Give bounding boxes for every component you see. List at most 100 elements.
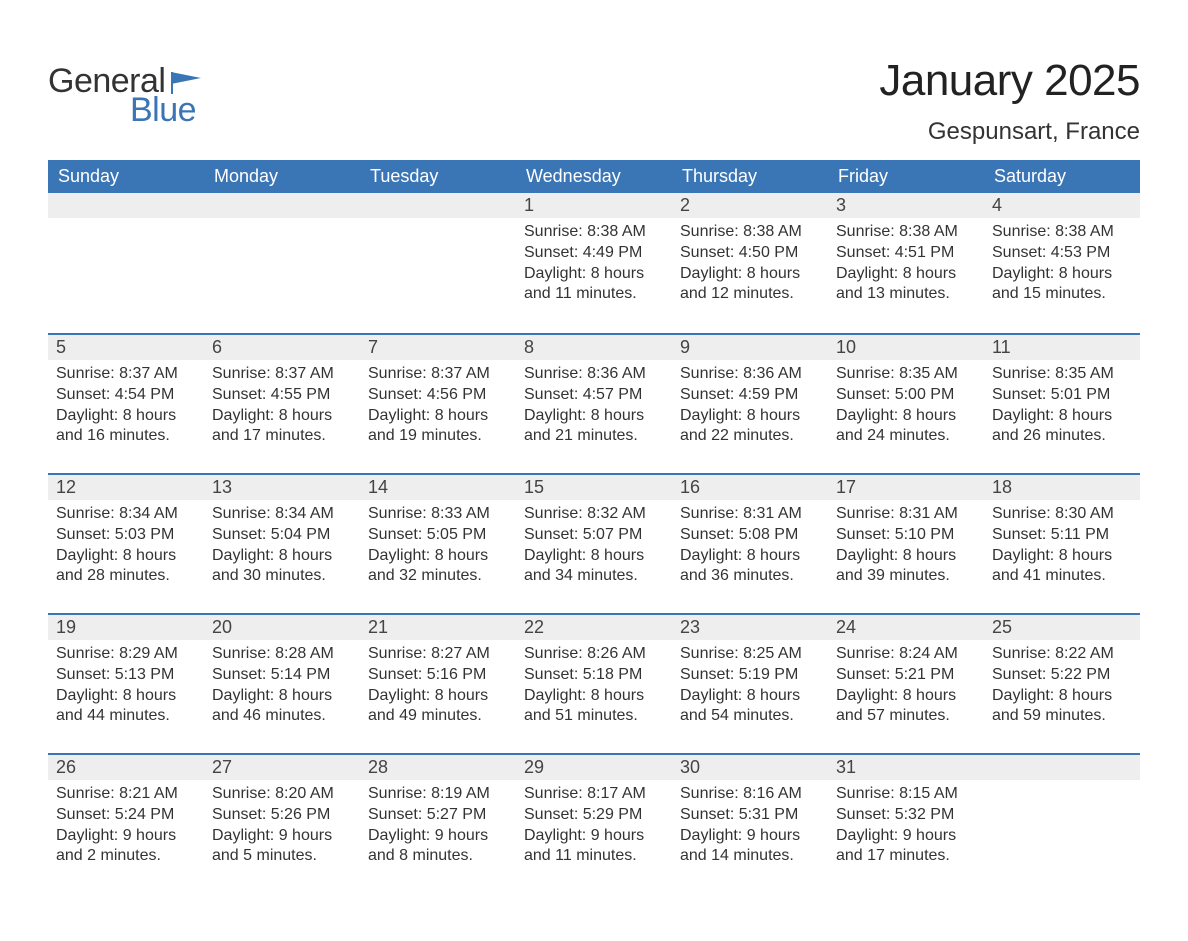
sunset-text: Sunset: 4:50 PM [680,243,820,264]
sunset-text: Sunset: 5:19 PM [680,665,820,686]
day-number: 17 [828,473,984,500]
sunset-text: Sunset: 5:10 PM [836,525,976,546]
sunrise-text: Sunrise: 8:32 AM [524,504,664,525]
daylight-text: Daylight: 8 hours and 39 minutes. [836,546,976,588]
sunrise-text: Sunrise: 8:17 AM [524,784,664,805]
day-header: Monday [204,160,360,193]
sunrise-text: Sunrise: 8:34 AM [56,504,196,525]
calendar-cell: 25Sunrise: 8:22 AMSunset: 5:22 PMDayligh… [984,613,1140,753]
day-number: 15 [516,473,672,500]
logo-word-blue: Blue [130,91,196,130]
calendar-cell: 16Sunrise: 8:31 AMSunset: 5:08 PMDayligh… [672,473,828,613]
calendar-cell: 20Sunrise: 8:28 AMSunset: 5:14 PMDayligh… [204,613,360,753]
day-number: 4 [984,193,1140,218]
flag-icon [171,72,201,94]
sunrise-text: Sunrise: 8:15 AM [836,784,976,805]
day-details: Sunrise: 8:20 AMSunset: 5:26 PMDaylight:… [204,780,360,873]
sunrise-text: Sunrise: 8:30 AM [992,504,1132,525]
daylight-text: Daylight: 8 hours and 46 minutes. [212,686,352,728]
day-number: 29 [516,753,672,780]
sunset-text: Sunset: 4:51 PM [836,243,976,264]
daylight-text: Daylight: 8 hours and 32 minutes. [368,546,508,588]
daylight-text: Daylight: 8 hours and 15 minutes. [992,264,1132,306]
month-title: January 2025 [879,56,1140,106]
sunrise-text: Sunrise: 8:19 AM [368,784,508,805]
day-details: Sunrise: 8:37 AMSunset: 4:55 PMDaylight:… [204,360,360,453]
day-details: Sunrise: 8:36 AMSunset: 4:57 PMDaylight:… [516,360,672,453]
sunrise-text: Sunrise: 8:27 AM [368,644,508,665]
sunrise-text: Sunrise: 8:26 AM [524,644,664,665]
sunset-text: Sunset: 5:29 PM [524,805,664,826]
day-details: Sunrise: 8:26 AMSunset: 5:18 PMDaylight:… [516,640,672,733]
calendar-cell: 18Sunrise: 8:30 AMSunset: 5:11 PMDayligh… [984,473,1140,613]
daylight-text: Daylight: 8 hours and 28 minutes. [56,546,196,588]
daylight-text: Daylight: 9 hours and 14 minutes. [680,826,820,868]
sunrise-text: Sunrise: 8:37 AM [56,364,196,385]
day-details: Sunrise: 8:28 AMSunset: 5:14 PMDaylight:… [204,640,360,733]
day-header: Saturday [984,160,1140,193]
sunrise-text: Sunrise: 8:36 AM [680,364,820,385]
day-details: Sunrise: 8:27 AMSunset: 5:16 PMDaylight:… [360,640,516,733]
sunrise-text: Sunrise: 8:35 AM [836,364,976,385]
daylight-text: Daylight: 8 hours and 49 minutes. [368,686,508,728]
sunrise-text: Sunrise: 8:24 AM [836,644,976,665]
calendar-cell [360,193,516,333]
sunrise-text: Sunrise: 8:35 AM [992,364,1132,385]
calendar-cell: 29Sunrise: 8:17 AMSunset: 5:29 PMDayligh… [516,753,672,893]
calendar-cell: 21Sunrise: 8:27 AMSunset: 5:16 PMDayligh… [360,613,516,753]
title-block: January 2025 Gespunsart, France [879,56,1140,146]
calendar-cell: 8Sunrise: 8:36 AMSunset: 4:57 PMDaylight… [516,333,672,473]
sunset-text: Sunset: 5:31 PM [680,805,820,826]
daylight-text: Daylight: 8 hours and 30 minutes. [212,546,352,588]
calendar-cell [204,193,360,333]
calendar-cell: 1Sunrise: 8:38 AMSunset: 4:49 PMDaylight… [516,193,672,333]
sunset-text: Sunset: 5:21 PM [836,665,976,686]
day-details: Sunrise: 8:24 AMSunset: 5:21 PMDaylight:… [828,640,984,733]
calendar-body: 1Sunrise: 8:38 AMSunset: 4:49 PMDaylight… [48,193,1140,893]
sunrise-text: Sunrise: 8:21 AM [56,784,196,805]
day-number: 10 [828,333,984,360]
daylight-text: Daylight: 8 hours and 26 minutes. [992,406,1132,448]
day-details: Sunrise: 8:35 AMSunset: 5:01 PMDaylight:… [984,360,1140,453]
day-number: 11 [984,333,1140,360]
daylight-text: Daylight: 9 hours and 2 minutes. [56,826,196,868]
sunrise-text: Sunrise: 8:38 AM [992,222,1132,243]
day-number: 19 [48,613,204,640]
sunset-text: Sunset: 5:00 PM [836,385,976,406]
day-number: 16 [672,473,828,500]
day-details: Sunrise: 8:34 AMSunset: 5:03 PMDaylight:… [48,500,204,593]
logo: General Blue [48,56,201,130]
sunset-text: Sunset: 5:27 PM [368,805,508,826]
location-label: Gespunsart, France [879,118,1140,146]
day-details: Sunrise: 8:15 AMSunset: 5:32 PMDaylight:… [828,780,984,873]
day-number: 6 [204,333,360,360]
day-number: 25 [984,613,1140,640]
day-header: Wednesday [516,160,672,193]
daylight-text: Daylight: 9 hours and 17 minutes. [836,826,976,868]
daylight-text: Daylight: 8 hours and 19 minutes. [368,406,508,448]
sunset-text: Sunset: 5:24 PM [56,805,196,826]
day-details: Sunrise: 8:38 AMSunset: 4:49 PMDaylight:… [516,218,672,311]
daylight-text: Daylight: 8 hours and 22 minutes. [680,406,820,448]
calendar-cell: 14Sunrise: 8:33 AMSunset: 5:05 PMDayligh… [360,473,516,613]
daylight-text: Daylight: 8 hours and 59 minutes. [992,686,1132,728]
day-header: Tuesday [360,160,516,193]
sunset-text: Sunset: 5:16 PM [368,665,508,686]
day-number: 18 [984,473,1140,500]
daylight-text: Daylight: 8 hours and 12 minutes. [680,264,820,306]
calendar-week-row: 1Sunrise: 8:38 AMSunset: 4:49 PMDaylight… [48,193,1140,333]
calendar-cell [984,753,1140,893]
day-details: Sunrise: 8:17 AMSunset: 5:29 PMDaylight:… [516,780,672,873]
calendar-cell: 13Sunrise: 8:34 AMSunset: 5:04 PMDayligh… [204,473,360,613]
day-header-row: Sunday Monday Tuesday Wednesday Thursday… [48,160,1140,193]
sunrise-text: Sunrise: 8:38 AM [680,222,820,243]
day-details: Sunrise: 8:38 AMSunset: 4:51 PMDaylight:… [828,218,984,311]
day-number: 23 [672,613,828,640]
sunset-text: Sunset: 5:13 PM [56,665,196,686]
calendar-cell: 23Sunrise: 8:25 AMSunset: 5:19 PMDayligh… [672,613,828,753]
day-details: Sunrise: 8:38 AMSunset: 4:53 PMDaylight:… [984,218,1140,311]
daylight-text: Daylight: 9 hours and 11 minutes. [524,826,664,868]
day-number: 20 [204,613,360,640]
sunset-text: Sunset: 5:05 PM [368,525,508,546]
calendar-cell: 22Sunrise: 8:26 AMSunset: 5:18 PMDayligh… [516,613,672,753]
